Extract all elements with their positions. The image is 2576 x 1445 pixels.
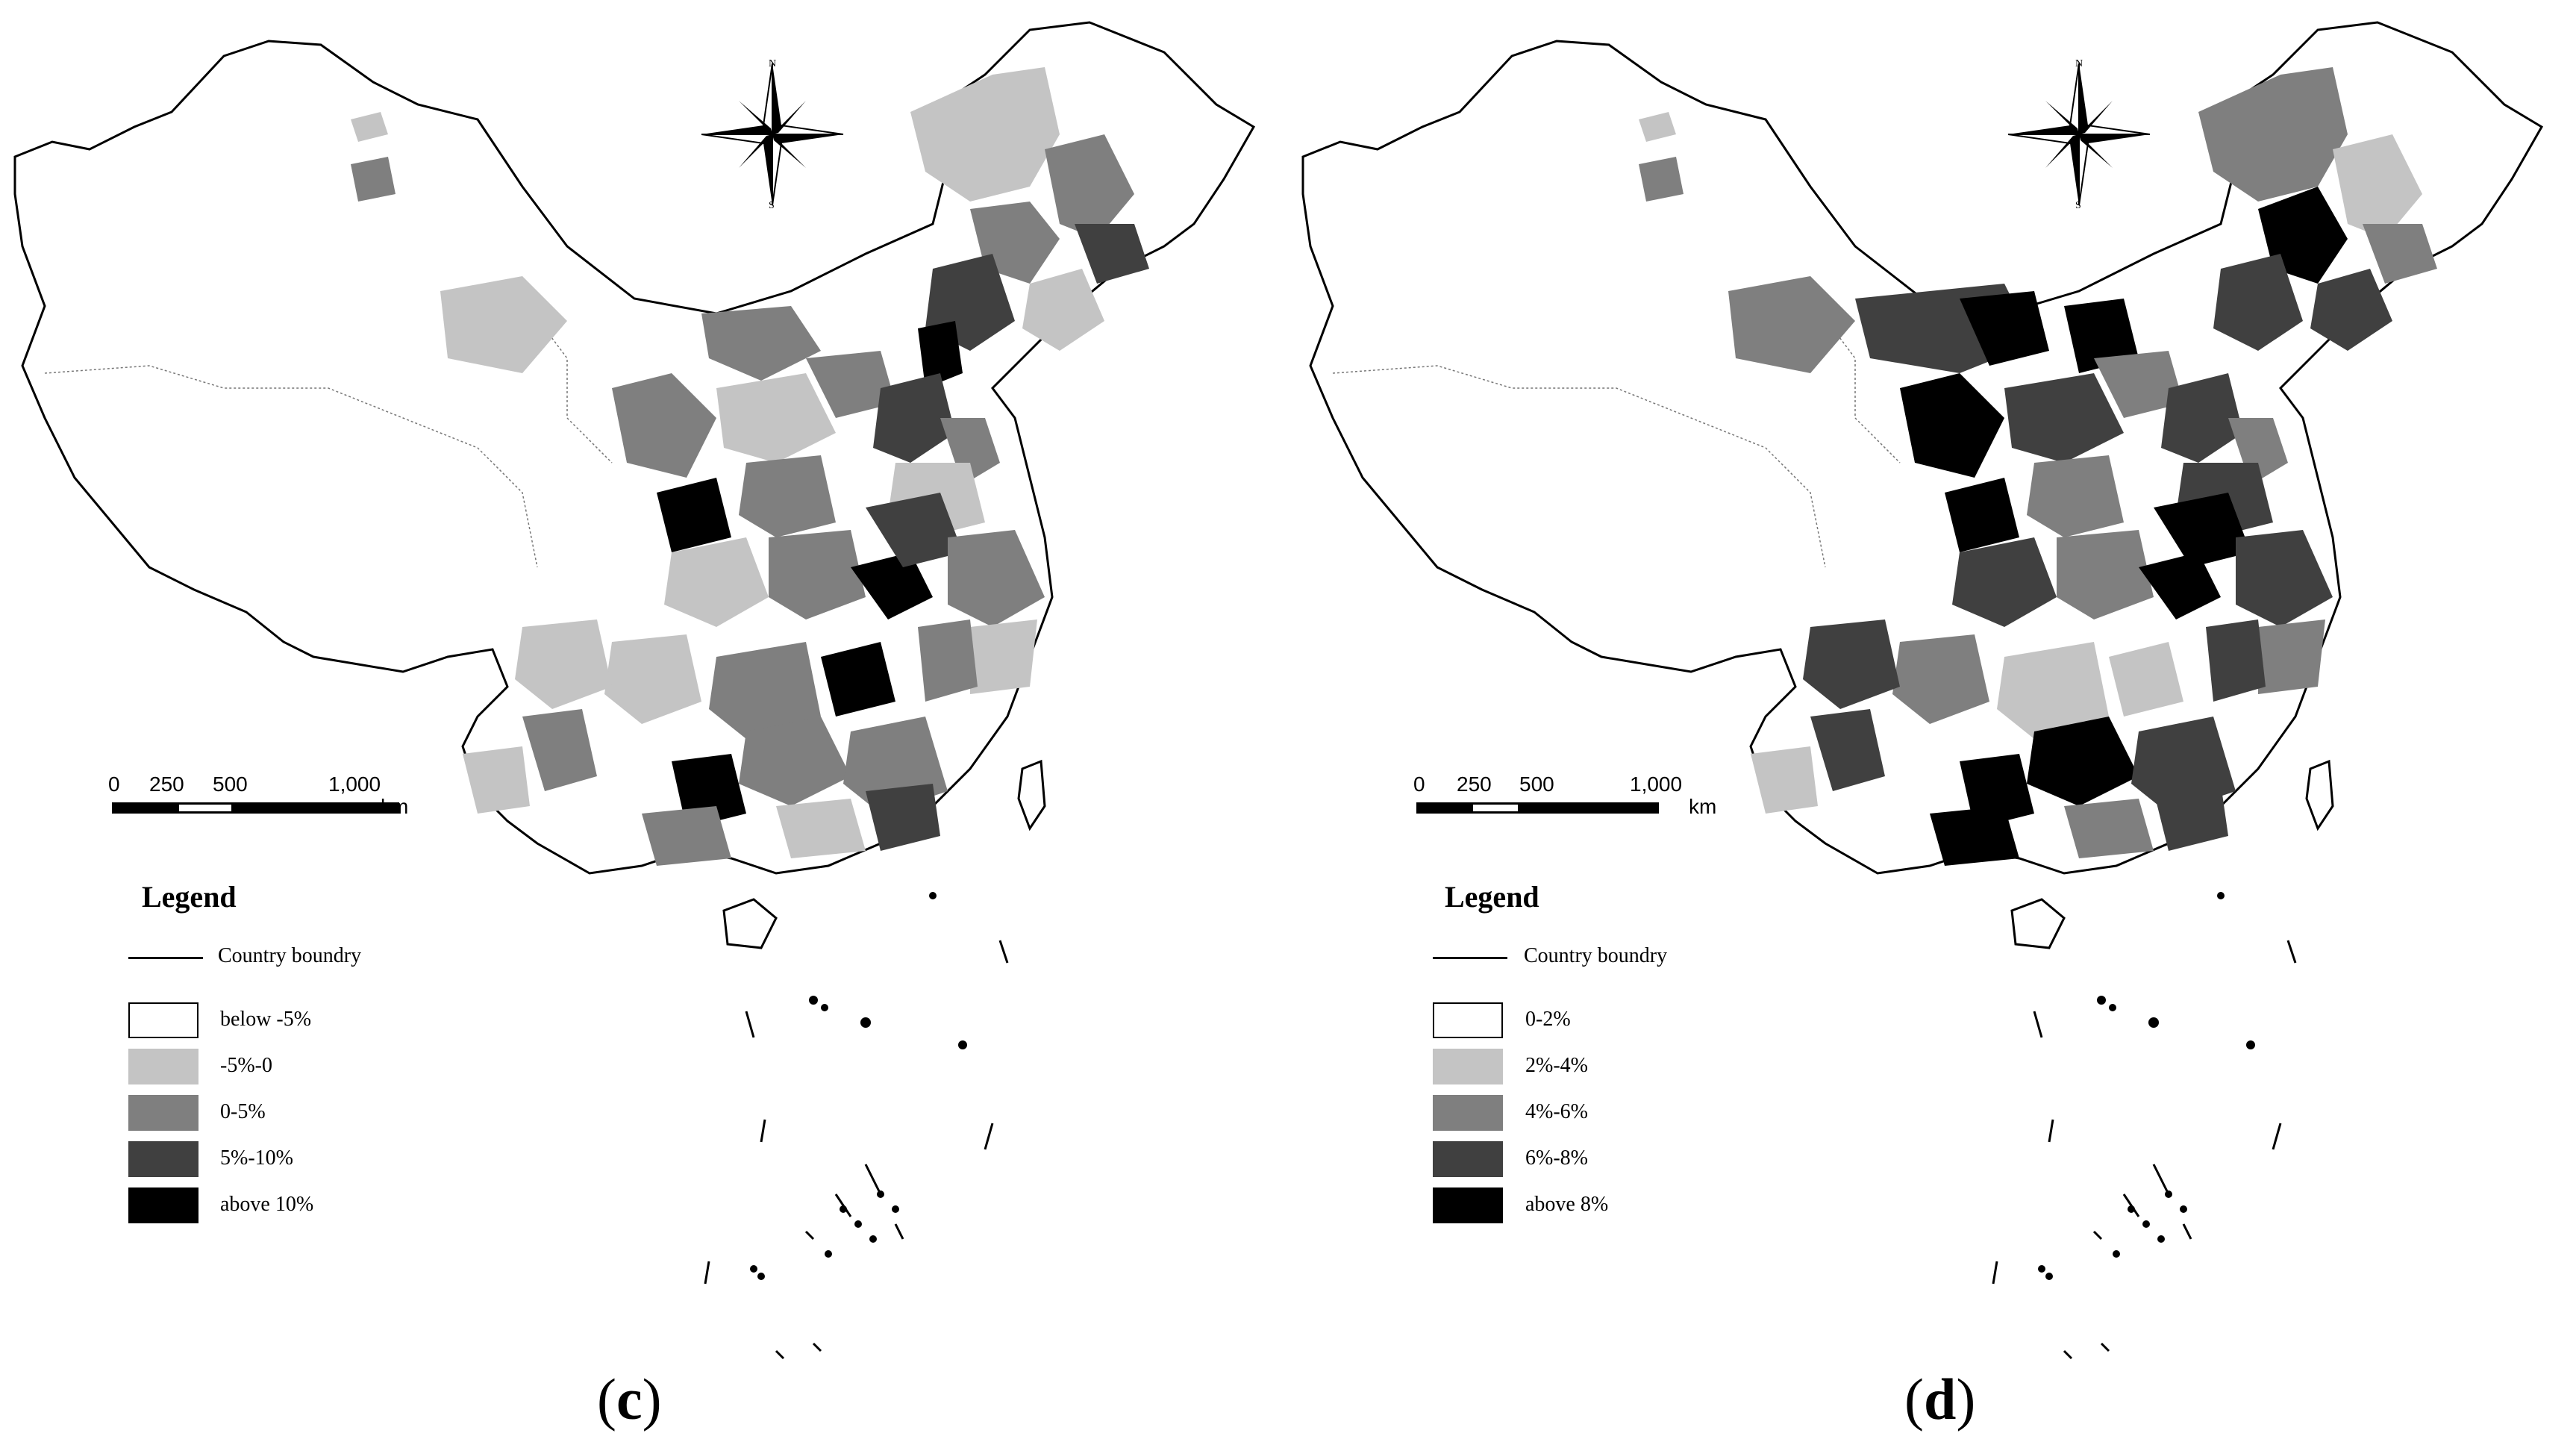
hainan-island: [2010, 898, 2066, 949]
scale-tick: 500: [213, 773, 248, 796]
legend-label-4: 5%-10%: [220, 1146, 293, 1170]
legend-swatch-3: [1433, 1095, 1503, 1131]
legend-boundary-line: [128, 957, 203, 959]
map-panel-d: N S 0 250 500 1,000 km Legend Country bo…: [1288, 0, 2576, 1445]
legend-label-1: below -5%: [220, 1008, 312, 1031]
scale-tick: 0: [1413, 773, 1425, 796]
legend-label-4: 6%-8%: [1525, 1146, 1588, 1170]
south-china-sea-inset: [1992, 940, 2297, 1360]
legend-swatch-5: [128, 1187, 198, 1223]
legend-swatch-4: [128, 1141, 198, 1177]
scale-tick: 250: [1457, 773, 1492, 796]
scattered-islands: [2038, 892, 2255, 1280]
map-regions: [1639, 67, 2437, 866]
legend-swatch-2: [128, 1049, 198, 1084]
scale-tick: 0: [108, 773, 120, 796]
scale-bar: [112, 802, 399, 814]
legend-swatch-4: [1433, 1141, 1503, 1177]
legend-swatch-3: [128, 1095, 198, 1131]
panel-caption: (c): [597, 1367, 662, 1432]
compass-south-label: S: [769, 200, 775, 211]
taiwan-island: [1017, 759, 1046, 831]
scale-tick: 500: [1519, 773, 1554, 796]
south-china-sea-inset: [704, 940, 1009, 1360]
china-map-d: [1301, 21, 2544, 1360]
scale-tick: 1,000: [1630, 773, 1683, 796]
legend-label-2: 2%-4%: [1525, 1054, 1588, 1077]
legend-label-2: -5%-0: [220, 1054, 272, 1077]
legend-label-3: 0-5%: [220, 1100, 266, 1123]
china-map-c: [13, 21, 1256, 1360]
scale-tick: 1,000: [328, 773, 381, 796]
compass-north-label: N: [2075, 58, 2083, 69]
compass-south-label: S: [2075, 200, 2081, 211]
map-panel-c: N S 0 250 500 1,000 km Legend Country bo…: [13, 21, 1256, 1432]
hainan-island: [722, 898, 778, 949]
legend-title: Legend: [142, 880, 237, 914]
compass-north-label: N: [769, 58, 777, 69]
legend-label-1: 0-2%: [1525, 1008, 1571, 1031]
legend-swatch-2: [1433, 1049, 1503, 1084]
caption-letter: d: [1923, 1367, 1957, 1432]
panel-caption: (d): [1904, 1367, 1976, 1432]
legend-label-5: above 8%: [1525, 1193, 1609, 1216]
map-regions: [351, 67, 1149, 866]
scale-unit: km: [381, 795, 409, 818]
legend-label-5: above 10%: [220, 1193, 314, 1216]
caption-letter: c: [616, 1367, 643, 1432]
legend-swatch-1: [1433, 1002, 1503, 1038]
legend-title: Legend: [1445, 880, 1539, 914]
legend-boundary-line: [1433, 957, 1507, 959]
legend-boundary-label: Country boundry: [218, 944, 362, 967]
scattered-islands: [750, 892, 967, 1280]
scale-unit: km: [1689, 795, 1717, 818]
taiwan-island: [2305, 759, 2334, 831]
legend-swatch-1: [128, 1002, 198, 1038]
legend-swatch-5: [1433, 1187, 1503, 1223]
legend-label-3: 4%-6%: [1525, 1100, 1588, 1123]
compass-rose: [701, 63, 844, 206]
compass-rose: [2007, 63, 2151, 206]
scale-tick: 250: [149, 773, 184, 796]
legend-boundary-label: Country boundry: [1524, 944, 1668, 967]
scale-bar: [1416, 802, 1659, 814]
